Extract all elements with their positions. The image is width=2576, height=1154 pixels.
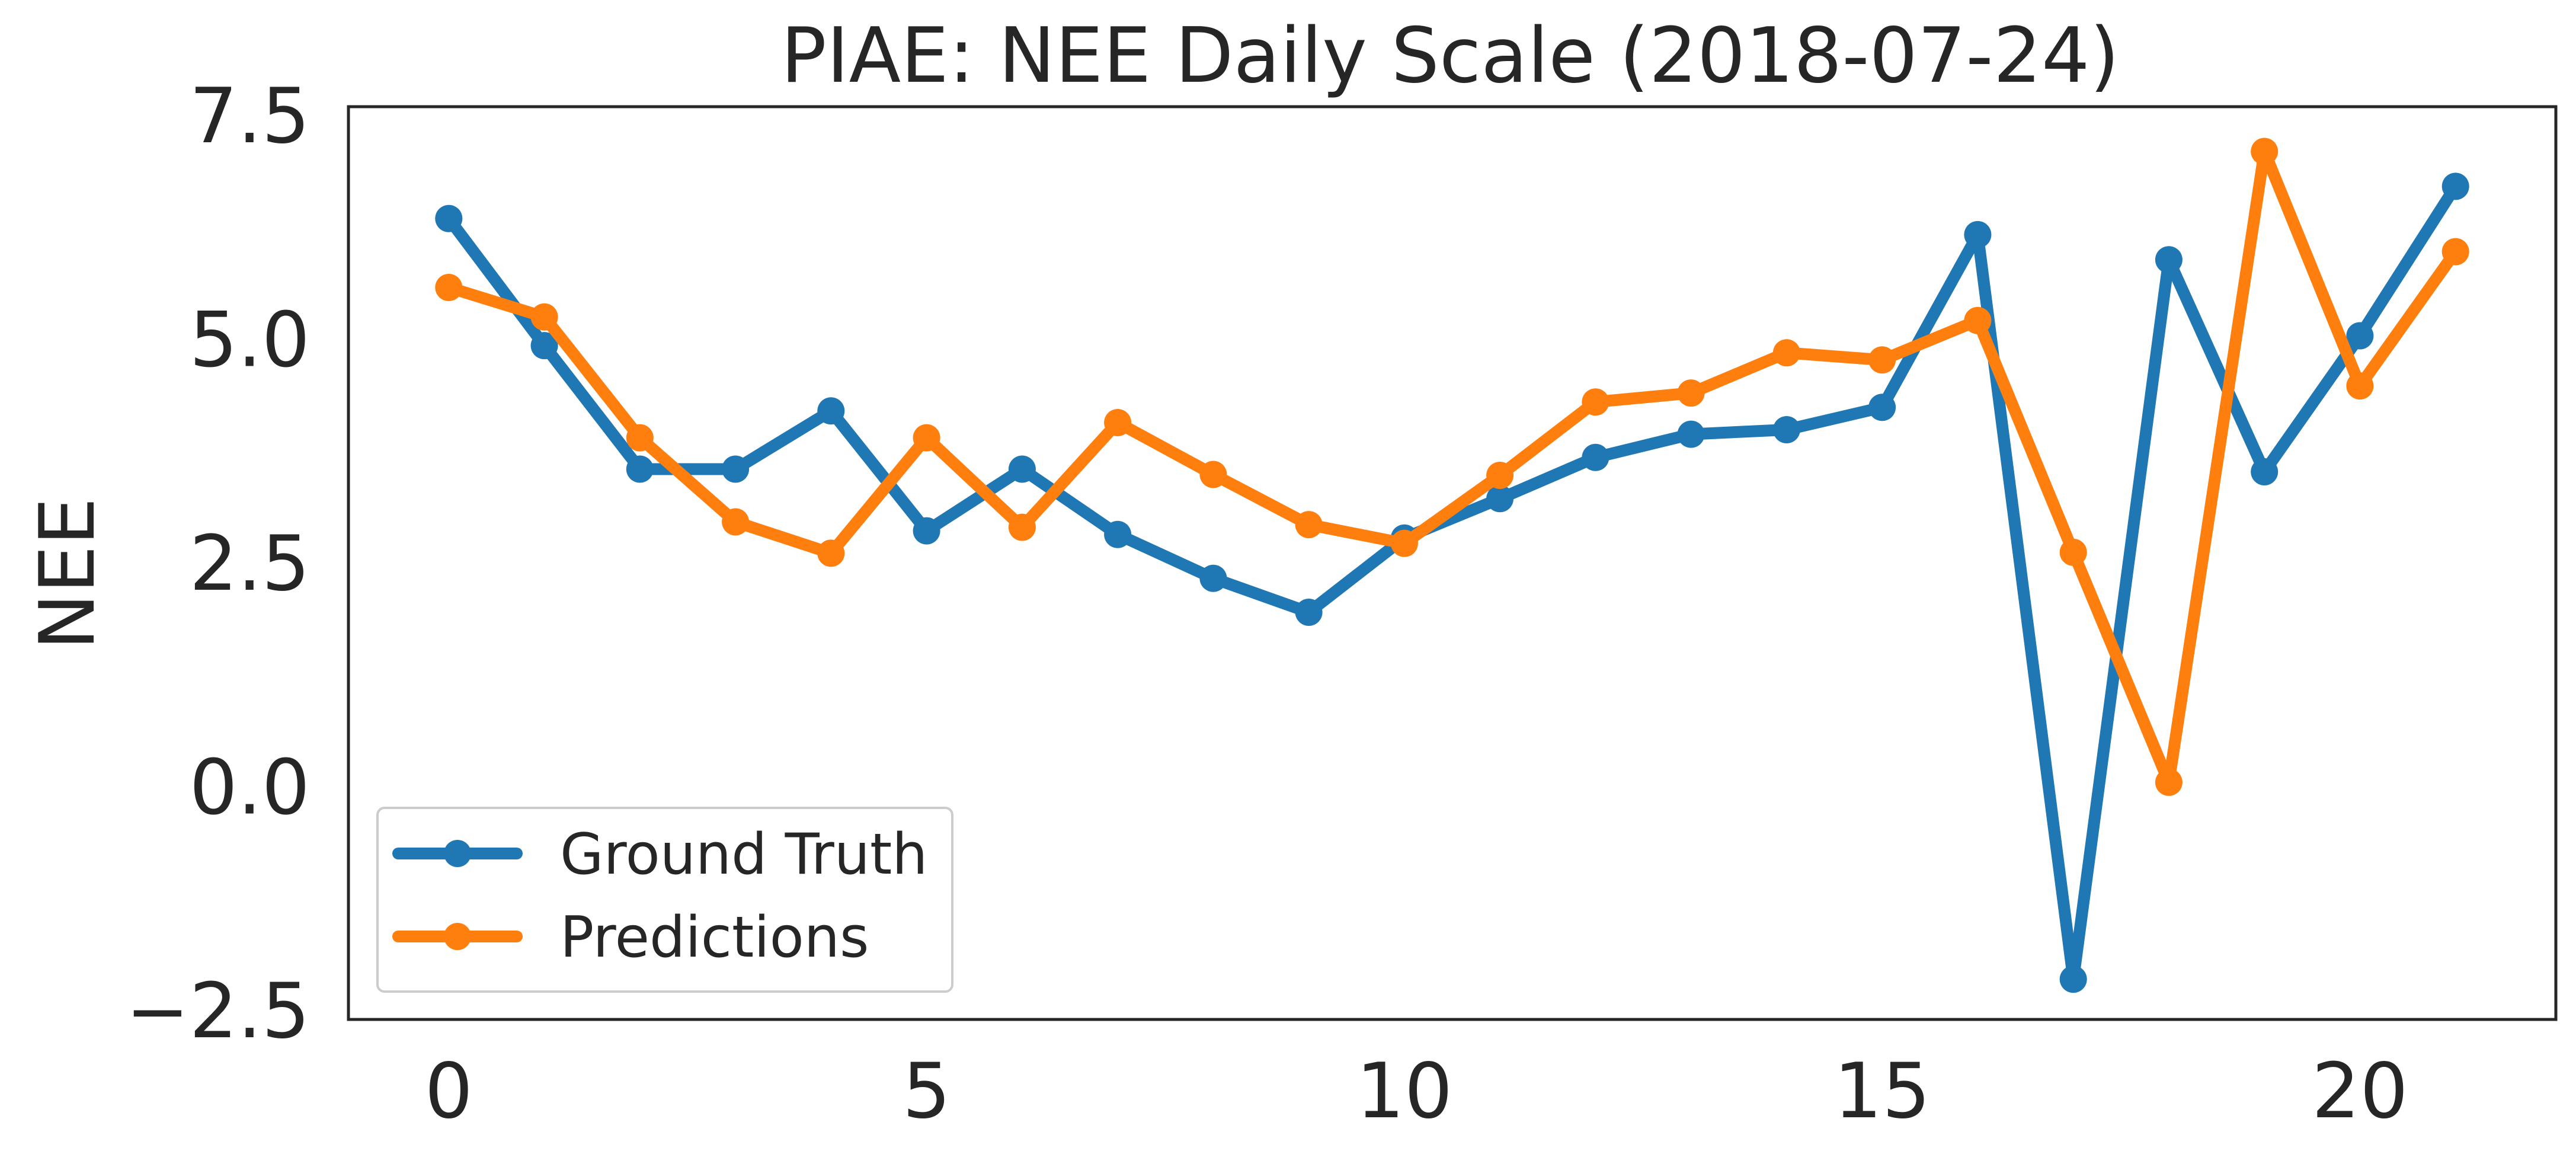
legend-marker (444, 923, 471, 950)
series-2 (435, 138, 2469, 796)
y-axis-ticks: −2.5 0.0 2.5 5.0 7.5 (126, 72, 310, 1056)
series-1-point (626, 455, 654, 483)
series-2-point (1199, 461, 1227, 488)
series-1-point (435, 204, 463, 232)
series-1-point (1199, 564, 1227, 592)
x-tick-label: 0 (425, 1047, 473, 1136)
y-tick-label: −2.5 (126, 967, 310, 1056)
series-1-point (1677, 420, 1705, 448)
y-tick-label: 2.5 (189, 520, 310, 608)
series-2-point (2441, 238, 2469, 266)
series-2-point (1868, 346, 1896, 374)
series-1-point (1868, 394, 1896, 421)
legend: Ground Truth Predictions (376, 807, 953, 993)
y-tick-label: 5.0 (189, 296, 310, 385)
series-2-point (1964, 306, 1992, 334)
series-2-point (817, 539, 845, 567)
series-2-point (2251, 138, 2279, 165)
legend-marker (444, 840, 471, 867)
y-tick-label: 7.5 (189, 72, 310, 161)
series-1-point (2251, 458, 2279, 485)
series-1-point (1295, 599, 1323, 626)
x-tick-label: 5 (903, 1047, 951, 1136)
series-2-point (2059, 538, 2087, 566)
series-1-point (1104, 520, 1132, 548)
y-tick-label: 0.0 (189, 744, 310, 832)
series-1-point (1964, 220, 1992, 248)
series-2-point (1677, 379, 1705, 407)
series-1-point (1486, 485, 1514, 513)
legend-item: Ground Truth (392, 822, 927, 887)
series-1-point (2059, 966, 2087, 993)
series-1-point (1008, 455, 1036, 483)
chart-title: PIAE: NEE Daily Scale (2018-07-24) (781, 12, 2120, 100)
x-tick-label: 10 (1356, 1047, 1452, 1136)
series-2-point (1390, 529, 1418, 557)
series-2-point (626, 424, 654, 452)
series-1-point (913, 517, 940, 545)
series-1-point (1582, 443, 1609, 471)
series-2-point (1582, 388, 1609, 416)
series-1-point (1772, 416, 1800, 443)
series-2-point (1772, 339, 1800, 367)
series-2-point (1008, 513, 1036, 541)
legend-label: Predictions (560, 905, 869, 970)
plot-area-frame (347, 105, 2558, 1021)
series-2-point (2346, 372, 2374, 400)
series-1 (435, 172, 2469, 993)
series-2-point (2155, 768, 2183, 796)
legend-item: Predictions (392, 905, 869, 970)
series-2-point (1104, 409, 1132, 436)
series-2-point (1295, 511, 1323, 539)
series-2-point (1486, 462, 1514, 489)
series-1-point (722, 455, 750, 483)
x-axis-ticks: 0 5 10 15 20 (425, 1047, 2408, 1136)
legend-label: Ground Truth (560, 822, 927, 887)
series-2-point (913, 424, 940, 452)
series-2-point (722, 508, 750, 536)
x-tick-label: 15 (1834, 1047, 1931, 1136)
series-1-point (2441, 172, 2469, 200)
series-1-line (443, 180, 2462, 986)
y-axis-label: NEE (24, 497, 112, 650)
series-2-point (530, 303, 558, 331)
series-1-point (2155, 246, 2183, 274)
series-layer (435, 138, 2469, 993)
series-2-line (443, 145, 2462, 788)
series-1-point (817, 397, 845, 425)
series-2-point (435, 274, 463, 301)
x-tick-label: 20 (2312, 1047, 2408, 1136)
series-1-point (2346, 322, 2374, 350)
series-1-point (530, 332, 558, 360)
